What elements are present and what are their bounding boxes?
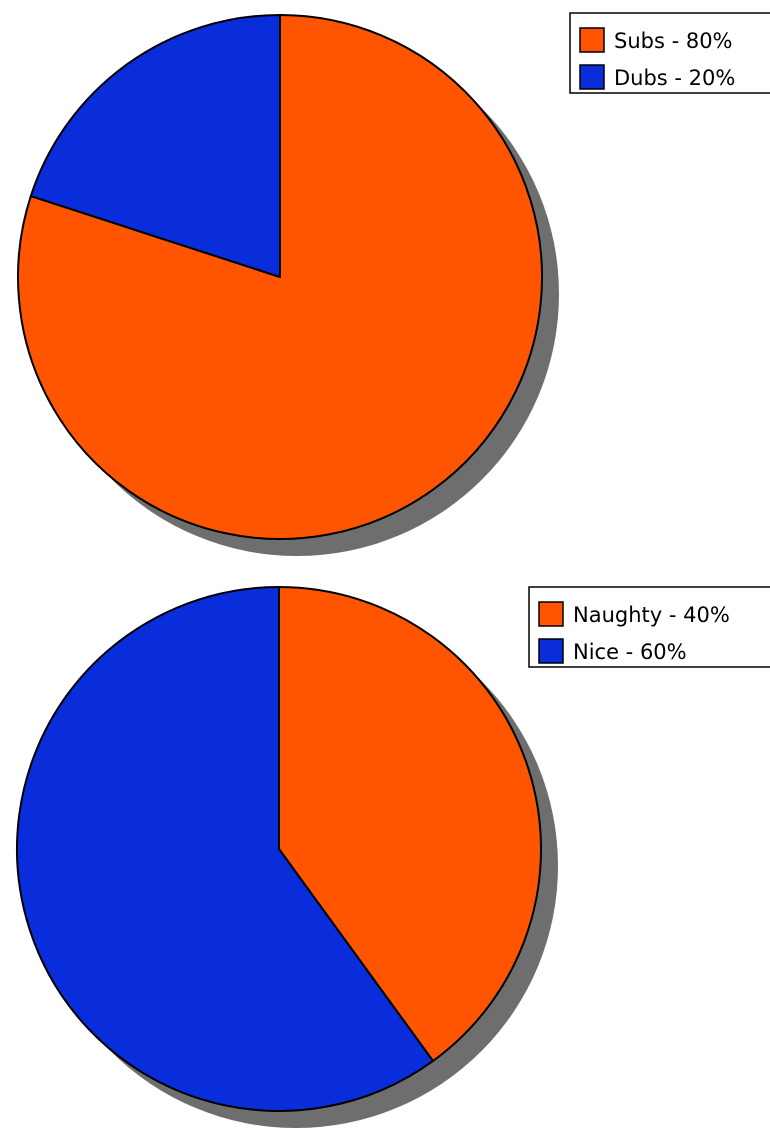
- pie-slice-dubs-20: [29, 14, 281, 278]
- pie-slice-subs-80: [17, 14, 543, 540]
- pie-chart-2: Naughty - 40% Nice - 60%: [16, 586, 770, 1128]
- legend-label-naughty-40: Naughty - 40%: [573, 603, 730, 627]
- legend-label-nice-60: Nice - 60%: [573, 640, 687, 664]
- legend-label-subs-80: Subs - 80%: [614, 29, 733, 53]
- legend-box: [528, 586, 770, 668]
- pie-slice-naughty-40: [278, 586, 542, 1062]
- legend-swatch-naughty-40: [538, 601, 564, 627]
- legend-swatch-dubs-20: [579, 64, 605, 90]
- legend: Naughty - 40% Nice - 60%: [528, 586, 770, 668]
- legend-label-dubs-20: Dubs - 20%: [614, 66, 735, 90]
- legend-swatch-subs-80: [579, 27, 605, 53]
- legend: Subs - 80% Dubs - 20%: [569, 12, 770, 94]
- pie-slice-nice-60: [16, 586, 434, 1112]
- pie-chart-1: Subs - 80% Dubs - 20%: [17, 12, 770, 556]
- legend-swatch-nice-60: [538, 638, 564, 664]
